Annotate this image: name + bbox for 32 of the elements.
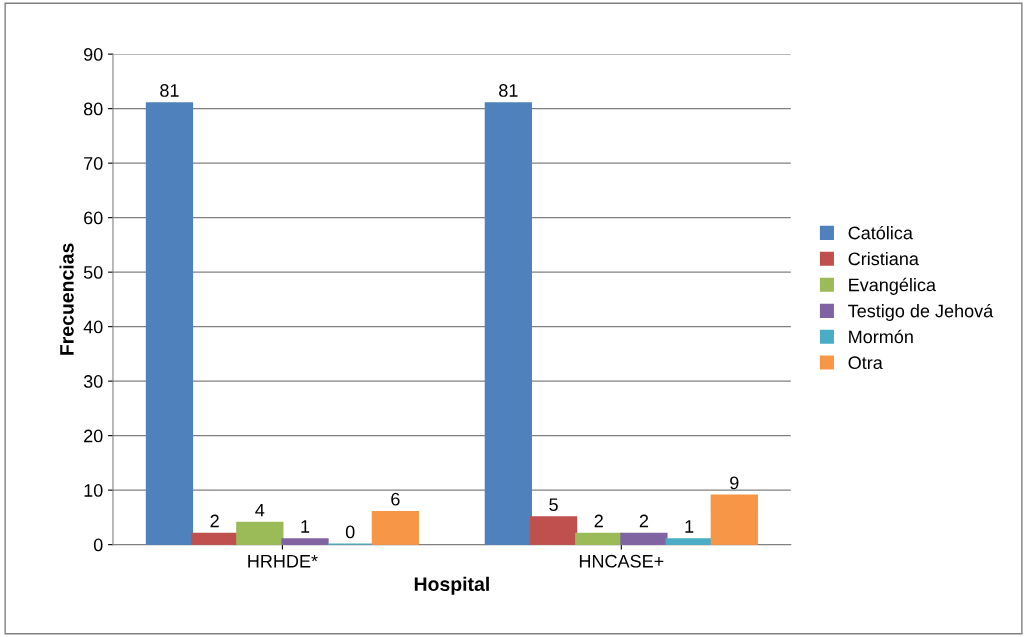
- legend-label: Cristiana: [848, 251, 919, 266]
- data-label: 81: [160, 84, 179, 97]
- data-label: 2: [594, 514, 603, 528]
- legend-label: Evangélica: [849, 277, 937, 295]
- x-tick-label: HNCASE+: [579, 554, 664, 568]
- y-tick-label: 30: [83, 375, 103, 388]
- legend-label: Mormón: [849, 329, 913, 344]
- y-tick-label: 90: [84, 48, 103, 61]
- data-label: 1: [301, 520, 310, 533]
- legend-label: Otra: [848, 356, 883, 370]
- legend-label: Católica: [848, 225, 913, 240]
- data-label: 9: [730, 476, 739, 490]
- y-tick-label: 10: [84, 484, 103, 497]
- y-tick-label: 20: [84, 429, 103, 443]
- data-label: 6: [391, 492, 400, 506]
- x-axis-title: Hospital: [414, 576, 489, 595]
- y-tick-label: 70: [84, 157, 103, 170]
- data-label: 5: [549, 498, 558, 512]
- y-tick-label: 50: [83, 266, 103, 279]
- x-tick-label: HRHDE*: [248, 555, 318, 568]
- y-tick-label: 60: [84, 211, 103, 225]
- y-axis-title: Frecuencias: [59, 243, 74, 355]
- y-tick-label: 80: [83, 102, 103, 116]
- data-label: 1: [685, 520, 694, 533]
- y-tick-label: 0: [93, 538, 103, 552]
- y-tick-label: 40: [83, 320, 103, 334]
- data-label: 4: [255, 503, 265, 517]
- legend-label: Testigo de Jehová: [848, 303, 994, 321]
- data-label: 2: [210, 514, 219, 528]
- data-label: 2: [639, 514, 649, 528]
- data-label: 81: [499, 84, 518, 97]
- data-label: 0: [345, 525, 355, 539]
